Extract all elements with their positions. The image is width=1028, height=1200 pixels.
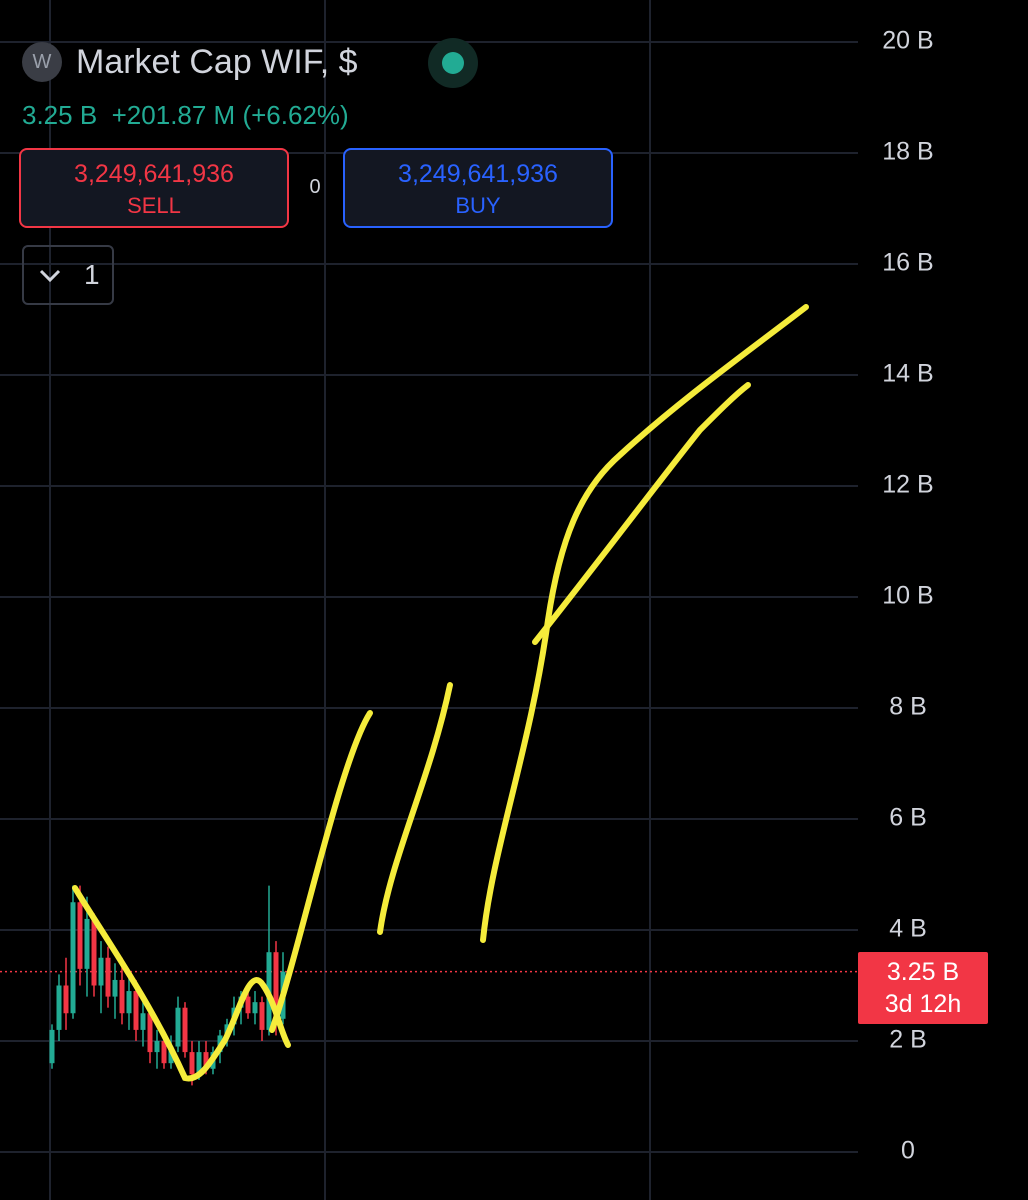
y-tick-label: 18 B	[882, 138, 933, 166]
candle-body	[56, 985, 62, 1030]
y-axis: 0 2 B 4 B 6 B 8 B 10 B 12 B 14 B 16 B 18 B 20 B	[882, 27, 933, 1165]
quote: 3.25 B +201.87 M (+6.62%)	[22, 100, 349, 131]
sell-price: 3,249,641,936	[74, 160, 234, 188]
candle-body	[112, 979, 118, 997]
price-tag-value: 3.25 B	[886, 958, 960, 986]
candle-body	[259, 1002, 265, 1030]
sell-label: SELL	[127, 193, 181, 218]
y-tick-label: 16 B	[882, 249, 933, 277]
candle-body	[154, 1041, 160, 1053]
price-tag: 3.25 B 3d 12h	[858, 952, 988, 1024]
freehand	[480, 304, 809, 943]
quote-value: 3.25 B	[22, 100, 98, 130]
quote-change-pct: (+6.62%)	[242, 100, 349, 130]
y-tick-label: 10 B	[882, 582, 933, 610]
candle-body	[105, 957, 111, 997]
y-tick-label: 20 B	[882, 27, 933, 55]
y-tick-label: 0	[901, 1137, 915, 1165]
indicators-toggle[interactable]: 1	[22, 245, 114, 305]
buy-label: BUY	[455, 193, 501, 218]
symbol-title[interactable]: Market Cap WIF, $	[76, 43, 358, 81]
freehand	[269, 710, 373, 1033]
candle-body	[147, 1013, 153, 1053]
y-tick-label: 12 B	[882, 471, 933, 499]
status	[428, 38, 478, 88]
y-tick-label: 8 B	[889, 693, 927, 721]
y-tick-label: 4 B	[889, 915, 927, 943]
candle-body	[203, 1052, 209, 1069]
candle-body	[126, 991, 132, 1014]
symbol-icon: W	[22, 42, 62, 82]
buy-button[interactable]: 3,249,641,936 BUY	[343, 148, 613, 228]
spread: 0	[309, 176, 321, 198]
freehand	[72, 885, 291, 1082]
y-tick-label: 14 B	[882, 360, 933, 388]
candle-body	[63, 985, 69, 1014]
price-tag-countdown: 3d 12h	[884, 990, 962, 1018]
candle-body	[175, 1007, 181, 1047]
indicators-count: 1	[84, 259, 100, 290]
drawing	[72, 304, 809, 1082]
candle-body	[252, 1002, 258, 1014]
quote-change: +201.87 M	[111, 100, 236, 130]
candle-body	[49, 1029, 55, 1064]
candle-body	[133, 991, 139, 1030]
candle-body	[161, 1041, 167, 1064]
candle-body	[77, 902, 83, 969]
candle-body	[273, 952, 279, 1019]
freehand	[532, 382, 751, 645]
candles	[49, 885, 286, 1086]
candle-body	[182, 1007, 188, 1053]
candle-body	[84, 918, 90, 969]
y-tick-label: 6 B	[889, 804, 927, 832]
candle-body	[119, 979, 125, 1014]
candle-body	[196, 1052, 202, 1075]
freehand	[377, 682, 453, 935]
candle-body	[189, 1052, 195, 1075]
candle-body	[98, 957, 104, 986]
chevron-icon	[39, 269, 61, 283]
candle-body	[245, 996, 251, 1014]
candle-body	[91, 918, 97, 986]
candle-body	[70, 902, 76, 1014]
buy-price: 3,249,641,936	[398, 160, 558, 188]
y-tick-label: 2 B	[889, 1026, 927, 1054]
candle-body	[140, 1013, 146, 1030]
sell-button[interactable]: 3,249,641,936 SELL	[19, 148, 289, 228]
